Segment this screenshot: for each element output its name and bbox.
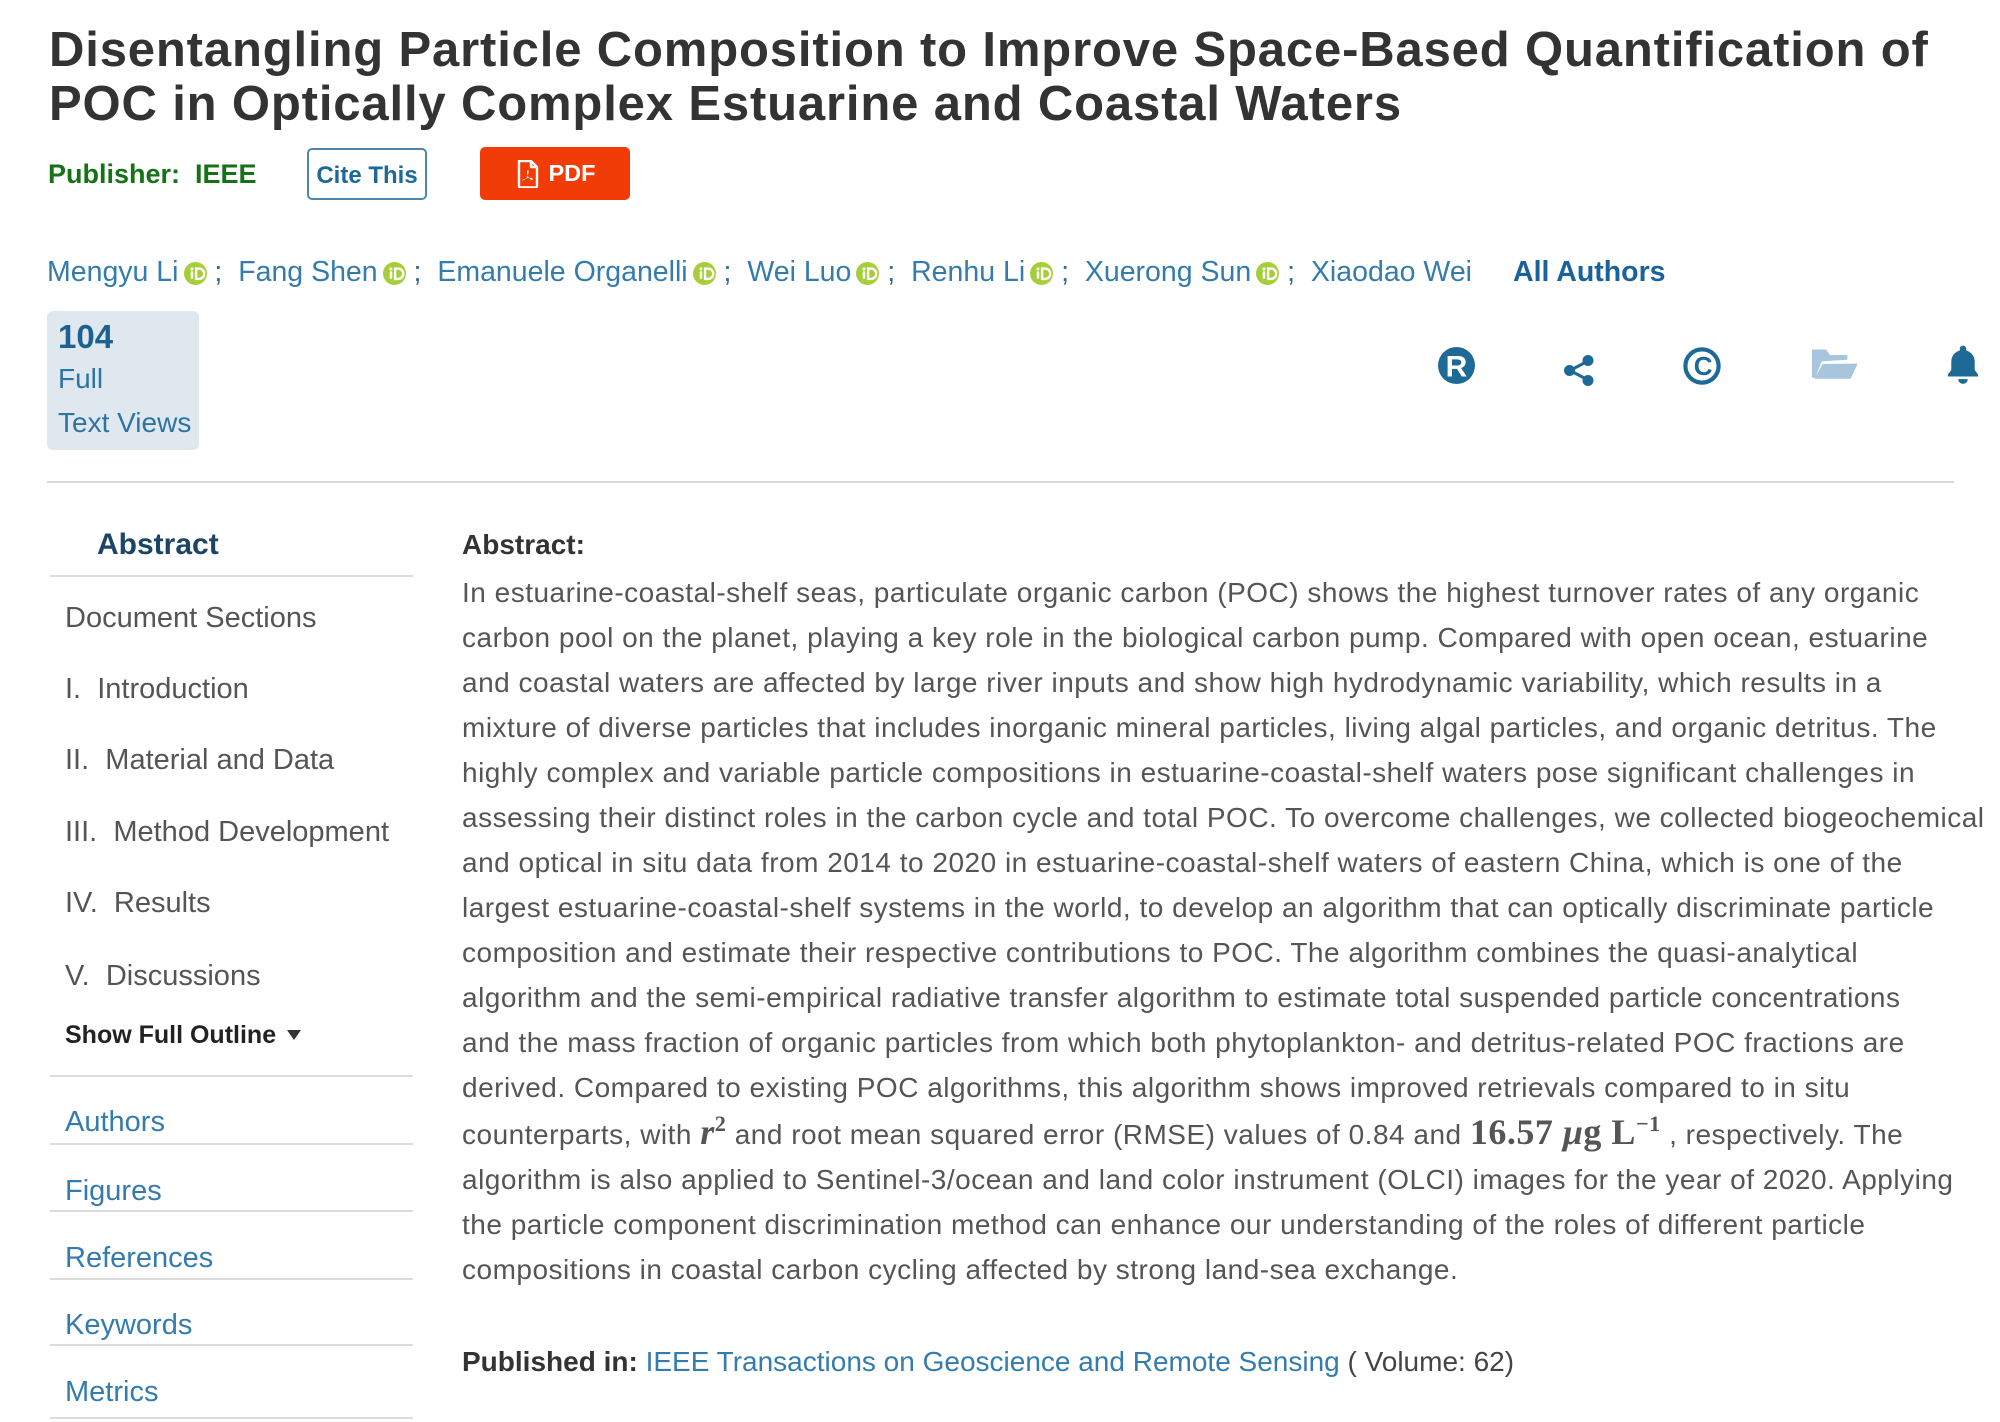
svg-text:R: R	[1446, 351, 1468, 384]
svg-text:C: C	[1694, 351, 1713, 381]
